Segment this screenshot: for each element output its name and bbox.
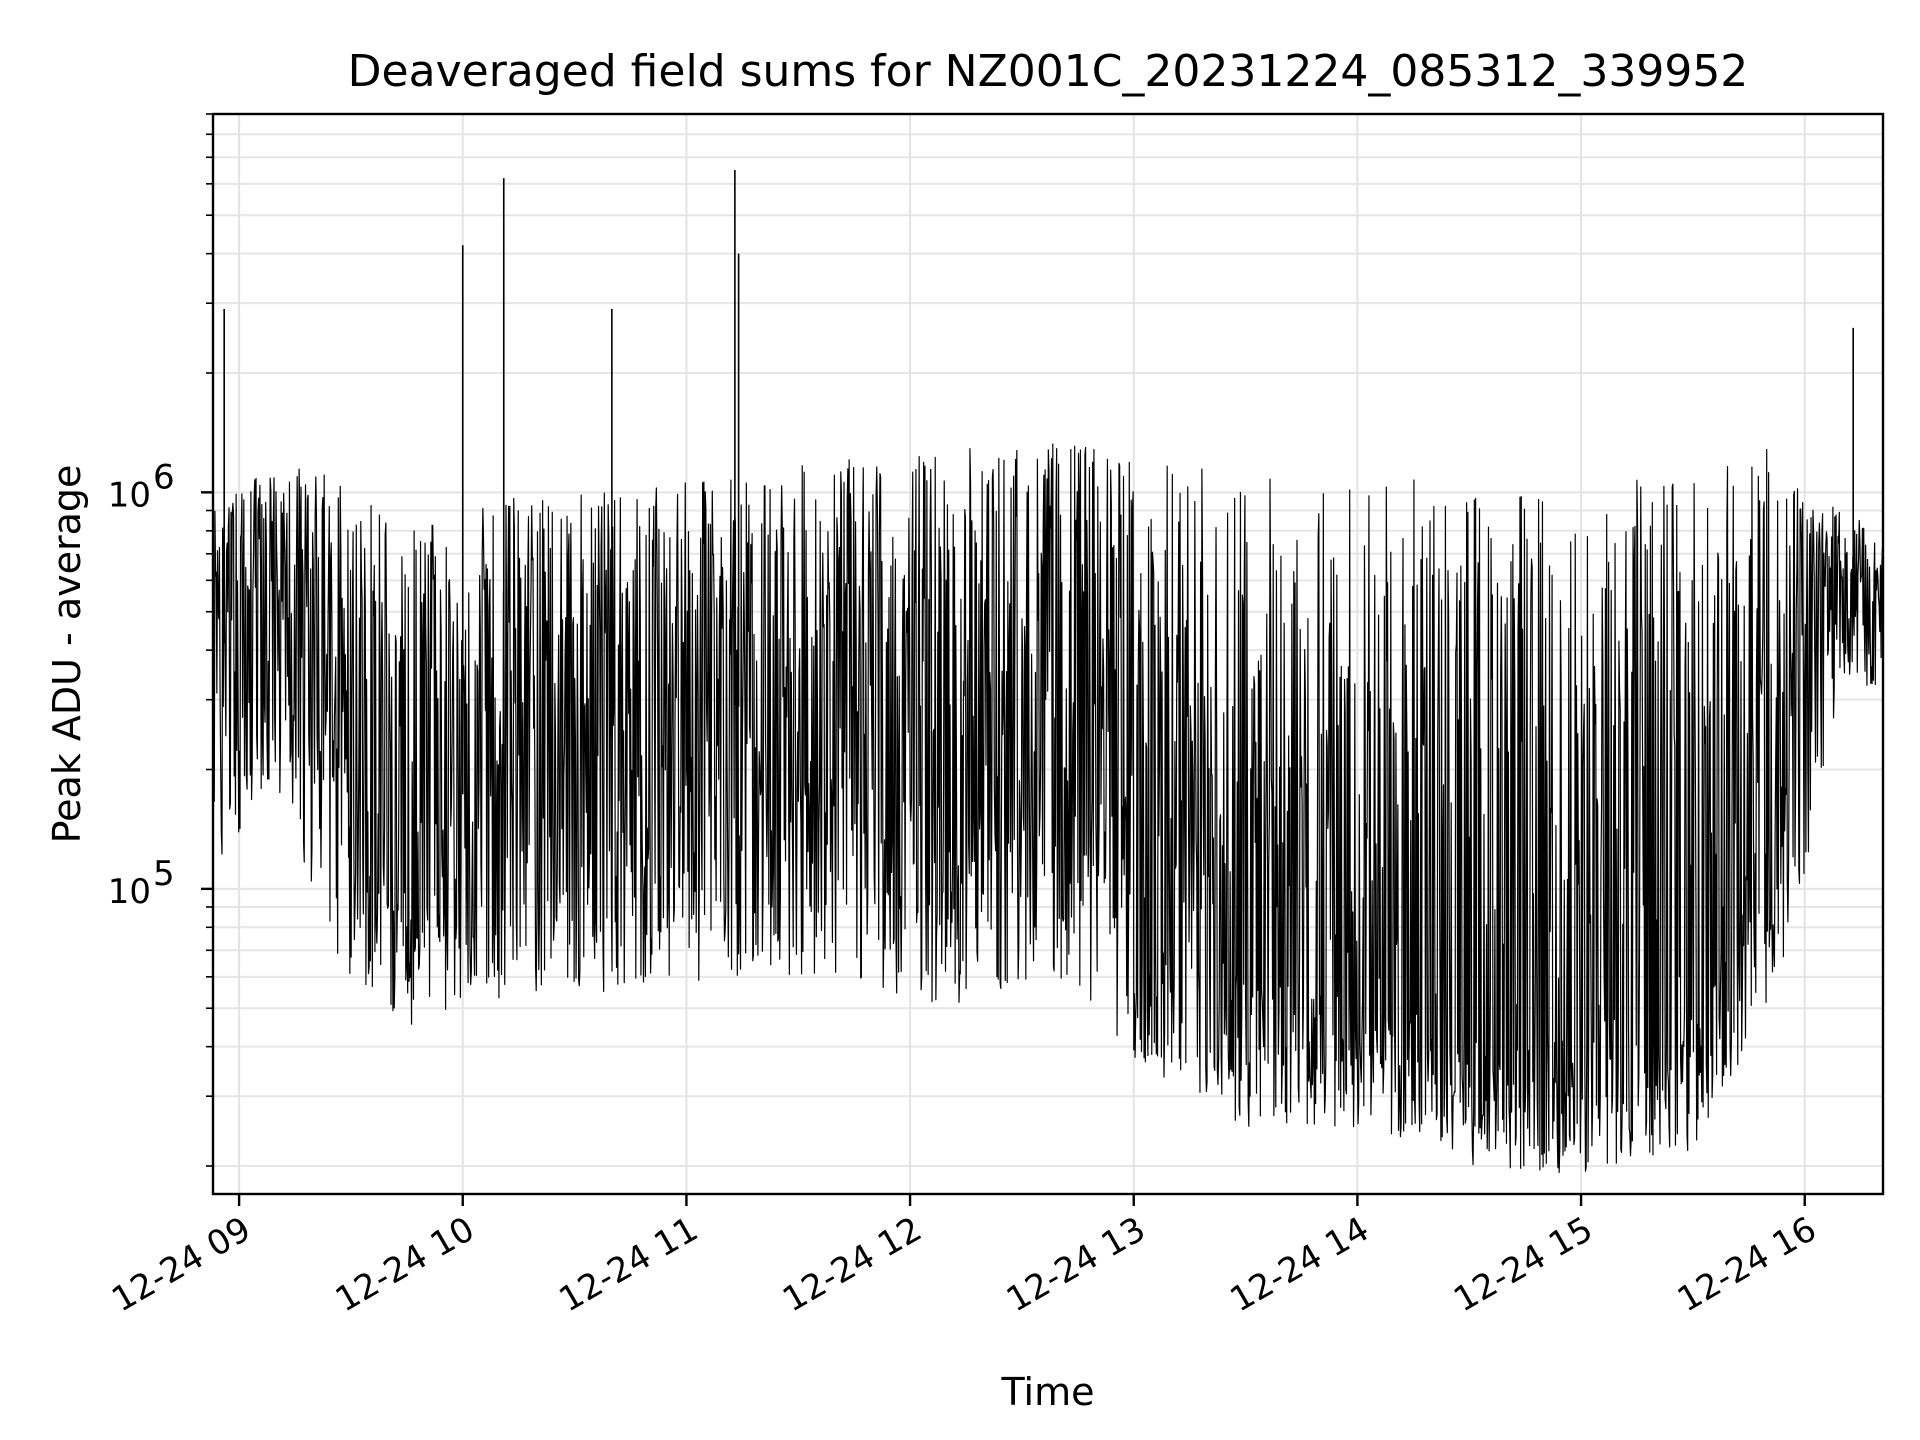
x-tick-label: 12-24 09 (105, 1209, 257, 1320)
x-axis-label: Time (1001, 1370, 1095, 1414)
x-tick-label: 12-24 10 (329, 1209, 481, 1320)
series-line (212, 443, 1884, 1173)
y-tick-exponent: 5 (153, 854, 175, 894)
y-tick-exponent: 6 (153, 457, 175, 497)
x-tick-label: 12-24 14 (1224, 1209, 1376, 1320)
y-tick-label: 10 (108, 475, 151, 515)
x-tick-label: 12-24 15 (1447, 1209, 1599, 1320)
y-axis-label: Peak ADU - average (45, 465, 89, 844)
x-tick-label: 12-24 11 (553, 1209, 705, 1320)
series-group (212, 170, 1884, 1173)
x-tick-label: 12-24 16 (1671, 1209, 1823, 1320)
x-tick-label: 12-24 12 (776, 1209, 928, 1320)
y-tick-label: 10 (108, 872, 151, 912)
plot-frame (211, 112, 1885, 1196)
x-tick-label: 12-24 13 (1000, 1209, 1152, 1320)
chart-title: Deaveraged field sums for NZ001C_2023122… (348, 46, 1749, 97)
